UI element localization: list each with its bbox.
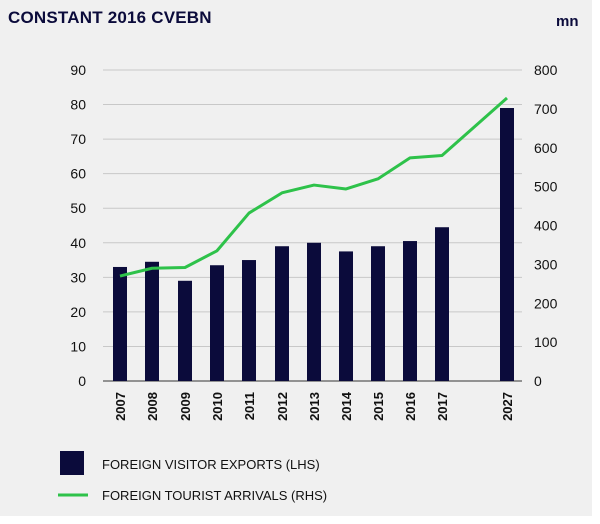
line-path: [119, 96, 508, 278]
x-tick-label: 2009: [178, 392, 193, 421]
x-tick-label: 2014: [339, 391, 354, 421]
line-series: [119, 96, 508, 278]
legend-line-label: FOREIGN TOURIST ARRIVALS (RHS): [102, 488, 327, 503]
x-tick-label: 2017: [435, 392, 450, 421]
bar: [307, 242, 321, 381]
right-tick-label: 200: [534, 295, 558, 311]
left-tick-label: 90: [70, 62, 86, 78]
bar: [275, 246, 289, 381]
bar-series: [113, 108, 514, 381]
left-tick-label: 80: [70, 97, 86, 113]
chart-title: CONSTANT 2016 CVEBN: [8, 8, 212, 27]
right-tick-label: 100: [534, 334, 558, 350]
bar: [113, 266, 127, 381]
bar: [339, 251, 353, 381]
x-tick-label: 2015: [371, 392, 386, 421]
x-tick-label: 2007: [113, 392, 128, 421]
left-tick-label: 10: [70, 338, 86, 354]
right-tick-label: 700: [534, 101, 558, 117]
bar: [242, 260, 256, 381]
legend-bar-label: FOREIGN VISITOR EXPORTS (LHS): [102, 457, 320, 472]
left-tick-label: 20: [70, 304, 86, 320]
right-tick-label: 0: [534, 373, 542, 389]
left-tick-label: 30: [70, 269, 86, 285]
right-axis-ticks: 0 100 200 300 400 500 600 700 800: [534, 62, 558, 389]
right-tick-label: 300: [534, 256, 558, 272]
x-tick-label: 2016: [403, 392, 418, 421]
chart-panel: [0, 0, 592, 516]
left-tick-label: 60: [70, 166, 86, 182]
left-tick-label: 40: [70, 235, 86, 251]
bar: [371, 246, 385, 381]
x-tick-label: 2012: [275, 392, 290, 421]
left-tick-label: 50: [70, 200, 86, 216]
right-tick-label: 800: [534, 62, 558, 78]
right-tick-label: 500: [534, 179, 558, 195]
right-tick-label: 400: [534, 218, 558, 234]
bar: [435, 227, 449, 381]
x-tick-label: 2013: [307, 392, 322, 421]
left-axis-ticks: 0 10 20 30 40 50 60 70 80 90: [70, 62, 86, 389]
bar: [210, 265, 224, 381]
bar: [145, 261, 159, 381]
bar: [500, 108, 514, 381]
right-axis-unit: mn: [556, 13, 579, 30]
x-tick-label: 2027: [500, 392, 515, 421]
x-axis-ticks: 2007 2008 2009 2010 2011 2012 2013 2014 2015 2016…: [113, 391, 515, 421]
bar: [178, 280, 192, 381]
right-tick-label: 600: [534, 140, 558, 156]
left-tick-label: 0: [78, 373, 86, 389]
legend: FOREIGN VISITOR EXPORTS (LHS) FOREIGN TO…: [58, 451, 327, 503]
bar: [403, 241, 417, 381]
x-tick-label: 2010: [210, 392, 225, 421]
x-tick-label: 2008: [145, 392, 160, 421]
legend-bar-swatch: [60, 451, 84, 475]
left-tick-label: 70: [70, 131, 86, 147]
x-tick-label: 2011: [242, 392, 257, 420]
